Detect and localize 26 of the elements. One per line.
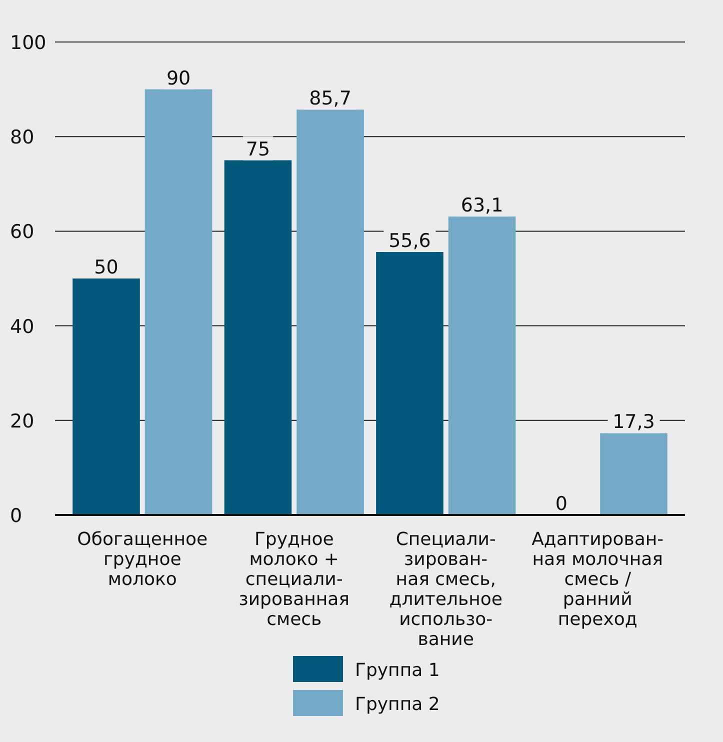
data-label: 17,3 [612,411,655,434]
bar [144,89,212,515]
y-tick-label: 100 [10,32,46,54]
bar [296,110,364,515]
data-label: 90 [166,67,191,90]
y-tick-label: 80 [10,126,34,149]
bar [224,160,292,515]
bar [72,278,140,515]
y-tick-label: 20 [10,410,34,432]
bar [448,216,516,515]
data-label: 75 [246,138,270,160]
legend-label: Группа 1 [355,660,440,681]
y-tick-label: 60 [10,221,34,244]
y-tick-label: 0 [10,505,22,527]
legend-label: Группа 2 [355,694,440,715]
x-tick-label: Адаптирован- ная молочная смесь / ранний переход [532,529,664,630]
bar [376,252,444,515]
x-tick-label: Специали- зирован- ная смесь, длительное использо- вание [389,529,502,650]
data-label: 85,7 [309,88,352,110]
data-label: 0 [555,493,568,515]
x-tick-label: Грудное молоко + специали- зированная смесь [238,529,350,630]
data-label: 55,6 [388,230,431,252]
data-label: 63,1 [460,194,504,217]
x-tick-label: Обогащенное грудное молоко [77,529,208,590]
data-label: 50 [94,256,118,278]
y-tick-label: 40 [10,316,34,338]
